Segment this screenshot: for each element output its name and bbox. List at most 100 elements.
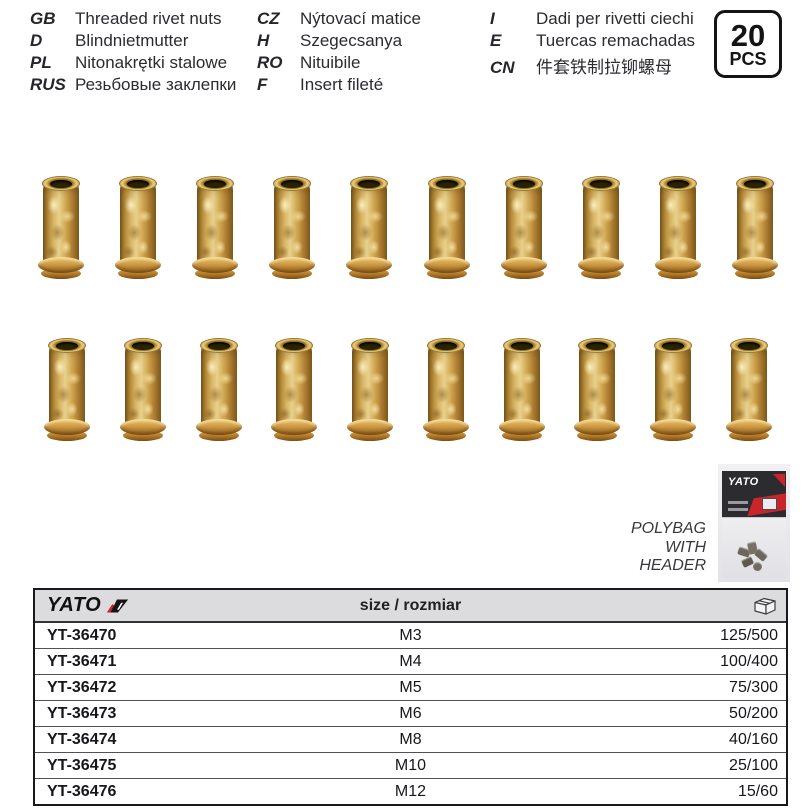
rivet-nut-image (119, 338, 166, 444)
item-code: YT-36471 (47, 652, 117, 670)
language-code: E (490, 31, 502, 50)
language-column-3: I Dadi per rivetti ciechi E Tuercas rema… (490, 9, 695, 77)
language-row: I Dadi per rivetti ciechi (490, 9, 695, 31)
rivet-nut-in-bag (753, 562, 762, 571)
rivet-nut-image (650, 338, 697, 444)
polybag-header-card: YATO (722, 471, 786, 517)
item-size: M5 (399, 678, 422, 696)
pcs-unit: PCS (729, 48, 767, 69)
rivet-nut-row-2 (44, 338, 772, 444)
rivet-nut-image (271, 338, 318, 444)
item-pack-qty: 25/100 (729, 756, 778, 774)
item-code: YT-36472 (47, 678, 117, 696)
language-row: RO Nituibile (257, 53, 421, 75)
language-text: Nýtovací matice (300, 9, 421, 28)
language-row: D Blindnietmutter (30, 31, 236, 53)
language-code: I (490, 9, 495, 28)
language-code: CN (490, 58, 515, 77)
item-size: M3 (399, 626, 422, 644)
rivet-nut-image (731, 176, 778, 282)
table-row: YT-36472 M5 75/300 (35, 674, 786, 700)
language-code: D (30, 31, 43, 50)
polybag-label: POLYBAG WITH HEADER (586, 520, 706, 576)
item-code: YT-36474 (47, 730, 117, 748)
language-text: Nitonakrętki stalowe (75, 53, 228, 72)
spec-table-header: YATO size / rozmiar (35, 590, 786, 623)
language-column-1: GB Threaded rivet nuts D Blindnietmutter… (30, 9, 236, 97)
label-text-line (728, 501, 748, 504)
item-code: YT-36470 (47, 626, 117, 644)
language-row: CN 件套铁制拉铆螺母 (490, 53, 695, 77)
item-code: YT-36475 (47, 756, 117, 774)
pcs-badge: 20 PCS (714, 10, 782, 78)
rivet-nut-image (574, 338, 621, 444)
red-triangle-icon (773, 474, 785, 487)
item-pack-qty: 100/400 (720, 652, 778, 670)
size-column-header: size / rozmiar (359, 596, 462, 614)
language-text: Szegecsanya (300, 31, 403, 50)
language-text: Nituibile (300, 53, 361, 72)
rivet-nut-image (269, 176, 316, 282)
item-size: M10 (394, 756, 427, 774)
table-row: YT-36474 M8 40/160 (35, 726, 786, 752)
language-row: CZ Nýtovací matice (257, 9, 421, 31)
language-text: Blindnietmutter (75, 31, 189, 50)
language-code: CZ (257, 9, 280, 28)
table-row: YT-36471 M4 100/400 (35, 648, 786, 674)
language-code: PL (30, 53, 52, 72)
label-text-line (728, 508, 748, 511)
language-text: 件套铁制拉铆螺母 (536, 58, 672, 77)
item-size: M12 (394, 782, 427, 800)
language-row: E Tuercas remachadas (490, 31, 695, 53)
rivet-nut-image (44, 338, 90, 444)
polybag-photo: YATO (718, 464, 790, 582)
item-size: M8 (399, 730, 422, 748)
language-code: GB (30, 9, 56, 28)
language-row: PL Nitonakrętki stalowe (30, 53, 236, 75)
language-code: RO (257, 53, 283, 72)
pcs-count: 20 (730, 17, 766, 53)
language-column-2: CZ Nýtovací matice H Szegecsanya RO Nitu… (257, 9, 421, 97)
yato-logo-text: YATO (47, 594, 102, 616)
table-row: YT-36470 M3 125/500 (35, 623, 786, 648)
barcode-chip (762, 498, 777, 510)
language-row: GB Threaded rivet nuts (30, 9, 236, 31)
rivet-nut-image (115, 176, 162, 282)
item-size: M4 (399, 652, 422, 670)
rivet-nut-image (500, 176, 547, 282)
rivet-nut-image (347, 338, 394, 444)
item-code: YT-36473 (47, 704, 117, 722)
rivet-nut-row-1 (38, 176, 778, 282)
item-pack-qty: 75/300 (729, 678, 778, 696)
rivet-nut-image (38, 176, 84, 282)
language-text: Резьбовые заклепки (75, 75, 237, 94)
language-text: Tuercas remachadas (536, 31, 696, 50)
language-row: H Szegecsanya (257, 31, 421, 53)
rivet-nut-image (423, 176, 470, 282)
rivet-nut-image (654, 176, 701, 282)
spec-table: YATO size / rozmiar (33, 588, 788, 806)
rivet-nut-image (498, 338, 545, 444)
language-text: Insert fileté (300, 75, 384, 94)
rivet-nut-in-bag (753, 548, 769, 562)
table-row: YT-36473 M6 50/200 (35, 700, 786, 726)
polybag-label-line: WITH (665, 538, 706, 556)
table-row: YT-36475 M10 25/100 (35, 752, 786, 778)
item-pack-qty: 40/160 (729, 730, 778, 748)
language-code: RUS (30, 75, 66, 94)
polybag-label-line: POLYBAG (630, 520, 706, 537)
item-pack-qty: 125/500 (720, 626, 778, 644)
rivet-nut-image (725, 338, 772, 444)
item-size: M6 (399, 704, 422, 722)
yato-logo-mark-icon (107, 599, 129, 612)
polybag-bag (722, 517, 786, 578)
item-pack-qty: 15/60 (737, 782, 778, 800)
language-text: Threaded rivet nuts (75, 9, 222, 28)
language-row: F Insert fileté (257, 75, 421, 97)
language-code: H (257, 31, 270, 50)
rivet-nut-image (577, 176, 624, 282)
polybag-brand-logo: YATO (728, 476, 759, 488)
rivet-nut-image (346, 176, 393, 282)
rivet-nut-image (195, 338, 242, 444)
